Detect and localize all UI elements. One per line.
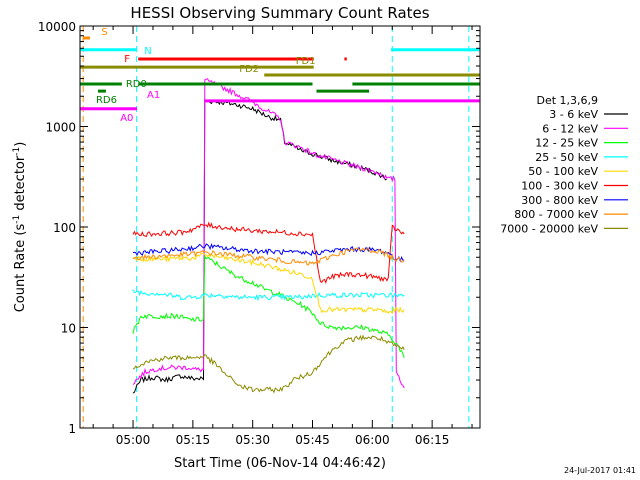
- y-tick-label: 1: [68, 422, 76, 436]
- legend-label: 25 - 50 keV: [535, 151, 598, 164]
- legend-label: 800 - 7000 keV: [514, 208, 598, 221]
- footer-date: 24-Jul-2017 01:41: [564, 466, 636, 475]
- series-line: [132, 98, 387, 394]
- series-line: [132, 247, 405, 266]
- mode-label: FD2: [239, 64, 259, 75]
- legend-label: 6 - 12 keV: [542, 122, 598, 135]
- x-tick-label: 06:00: [355, 433, 390, 447]
- y-tick-label: 100: [53, 221, 76, 235]
- mode-label: RD6: [96, 95, 117, 106]
- series-line: [132, 243, 405, 263]
- mode-label: F: [124, 54, 130, 65]
- x-tick-label: 05:30: [235, 433, 270, 447]
- legend-label: 100 - 300 keV: [521, 180, 598, 193]
- x-tick-label: 05:15: [176, 433, 211, 447]
- legend-title: Det 1,3,6,9: [536, 94, 598, 107]
- series-line: [132, 289, 405, 302]
- x-tick-label: 06:15: [415, 433, 450, 447]
- y-tick-label: 1000: [45, 121, 76, 135]
- series-line: [132, 254, 405, 358]
- series-line: [132, 252, 405, 315]
- mode-label: S: [101, 27, 107, 38]
- mode-label: RD0: [126, 79, 147, 90]
- chart-title: HESSI Observing Summary Count Rates: [130, 4, 429, 22]
- legend-label: 3 - 6 keV: [549, 108, 598, 121]
- x-tick-label: 05:45: [295, 433, 330, 447]
- mode-label: A0: [120, 113, 133, 124]
- x-tick-label: 05:00: [116, 433, 151, 447]
- mode-label: A1: [147, 90, 160, 101]
- legend-label: 50 - 100 keV: [528, 165, 598, 178]
- y-tick-label: 10: [61, 322, 76, 336]
- series-line: [132, 221, 405, 284]
- x-axis-label: Start Time (06-Nov-14 04:46:42): [174, 456, 386, 471]
- y-tick-label: 10000: [38, 20, 76, 34]
- legend-label: 300 - 800 keV: [521, 194, 598, 207]
- y-axis-label: Count Rate (s-1 detector-1): [12, 142, 28, 313]
- series-line: [132, 78, 405, 389]
- series-line: [132, 334, 405, 394]
- legend-label: 7000 - 20000 keV: [500, 222, 598, 235]
- mode-label: N: [144, 46, 151, 57]
- mode-label: FD1: [296, 56, 316, 67]
- axes: 05:00 05:15 05:30 05:45 06:00 06:15 1 10 100 1000…: [38, 20, 480, 447]
- legend-label: 12 - 25 keV: [535, 137, 598, 150]
